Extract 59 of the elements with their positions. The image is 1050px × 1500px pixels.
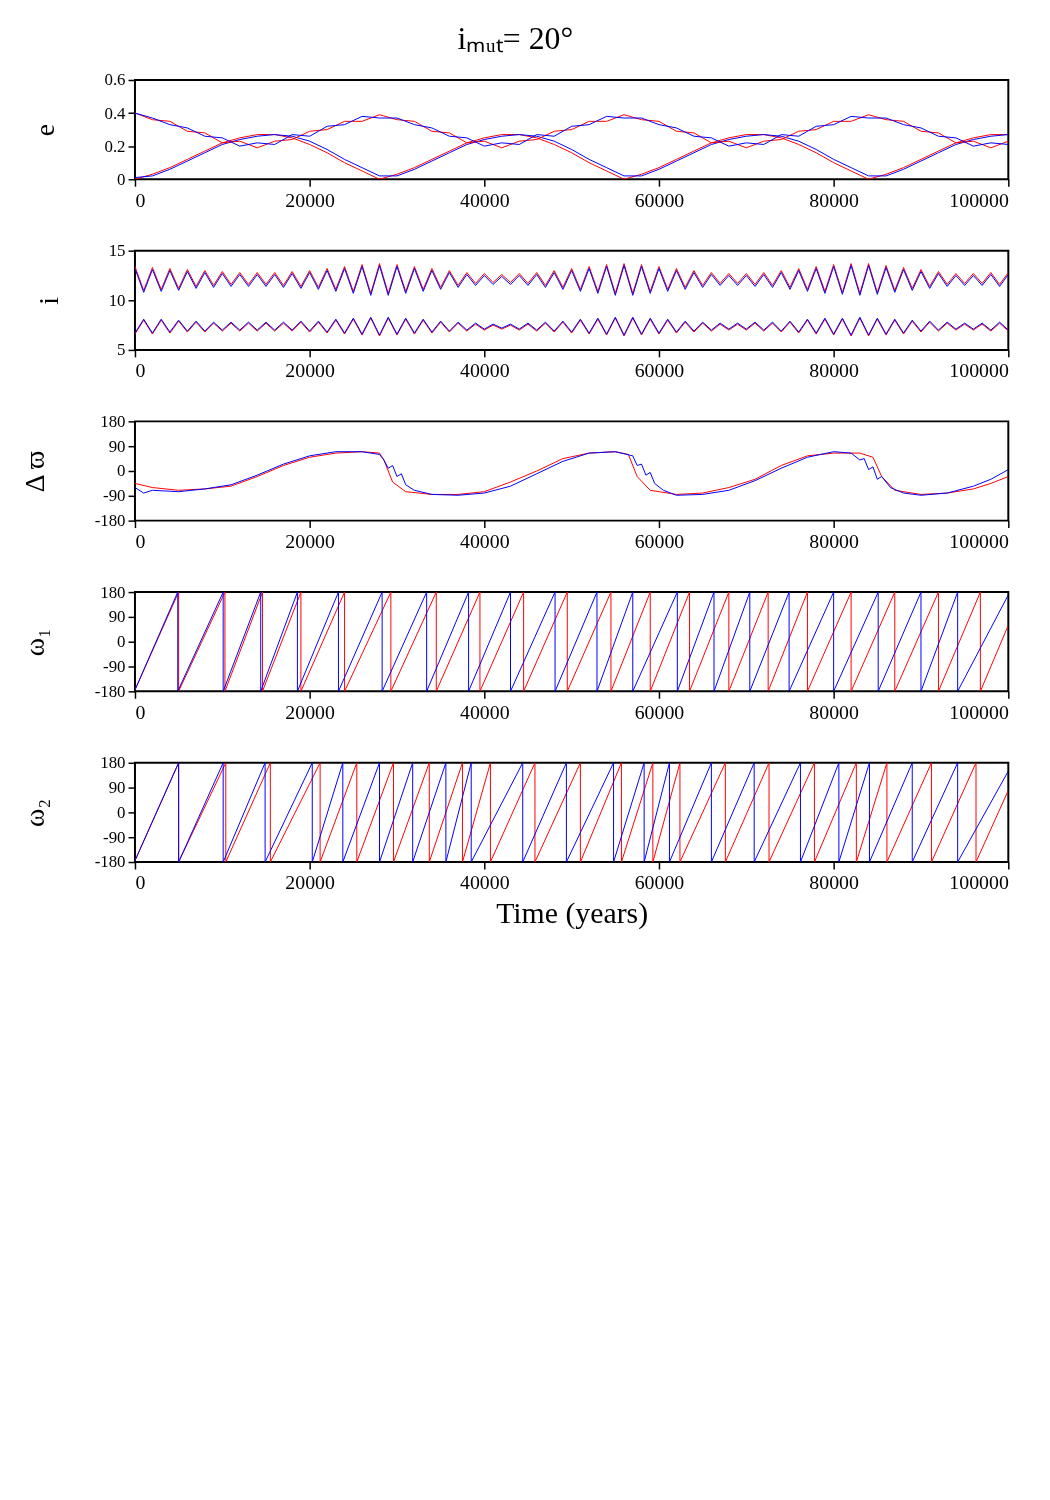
- x-tick-label: 80000: [809, 871, 860, 894]
- y-tick-label: 0: [117, 461, 126, 481]
- x-tick-label: 60000: [634, 700, 685, 723]
- y-axis-title: Δ ϖ: [19, 450, 50, 493]
- y-axis-title: e: [28, 123, 60, 137]
- y-tick-label: 10: [108, 290, 126, 310]
- y-tick-label: 90: [108, 607, 126, 627]
- x-tick-label: 0: [135, 871, 146, 894]
- y-axis-title: i: [33, 296, 65, 305]
- y-tick-label: 5: [117, 340, 126, 360]
- x-tick-label: 0: [135, 700, 146, 723]
- x-tick-label: 100000: [949, 359, 1009, 382]
- y-tick-label: 0: [117, 632, 126, 652]
- y-tick-label: 0.2: [104, 136, 126, 156]
- y-tick-label: -90: [103, 486, 126, 506]
- x-tick-label: 60000: [634, 871, 685, 894]
- y-tick-label: 180: [100, 753, 126, 773]
- x-axis-title: Time (years): [496, 896, 649, 931]
- x-tick-label: 60000: [634, 529, 685, 552]
- x-tick-label: 80000: [809, 188, 860, 211]
- x-tick-label: 20000: [285, 188, 335, 211]
- y-tick-label: 0: [117, 169, 126, 189]
- x-tick-label: 40000: [460, 188, 510, 211]
- y-tick-label: -180: [94, 681, 126, 701]
- x-tick-label: 20000: [285, 529, 335, 552]
- x-tick-label: 40000: [460, 359, 510, 382]
- x-tick-label: 20000: [285, 871, 335, 894]
- x-tick-label: 80000: [809, 359, 860, 382]
- x-tick-label: 100000: [949, 529, 1009, 552]
- x-tick-label: 60000: [634, 359, 685, 382]
- x-tick-label: 80000: [809, 529, 860, 552]
- y-tick-label: 15: [108, 241, 126, 261]
- x-tick-label: 60000: [634, 188, 685, 211]
- x-tick-label: 100000: [949, 871, 1009, 894]
- x-tick-label: 80000: [809, 700, 860, 723]
- x-tick-label: 40000: [460, 871, 510, 894]
- y-tick-label: 90: [108, 436, 126, 456]
- y-axis-title: ω₂: [19, 798, 50, 827]
- y-tick-label: 180: [100, 411, 126, 431]
- y-tick-label: -180: [94, 852, 126, 872]
- y-tick-label: -180: [94, 511, 126, 531]
- x-tick-label: 100000: [949, 188, 1009, 211]
- x-tick-label: 20000: [285, 359, 335, 382]
- x-tick-label: 100000: [949, 700, 1009, 723]
- y-tick-label: 0.6: [104, 70, 126, 90]
- y-tick-label: 0.4: [104, 103, 127, 123]
- x-tick-label: 20000: [285, 700, 335, 723]
- x-tick-label: 0: [135, 529, 146, 552]
- y-axis-title: ω₁: [19, 628, 50, 657]
- y-tick-label: 180: [100, 582, 126, 602]
- x-tick-label: 40000: [460, 700, 510, 723]
- y-tick-label: -90: [103, 656, 126, 676]
- x-tick-label: 40000: [460, 529, 510, 552]
- y-tick-label: 90: [108, 778, 126, 798]
- y-tick-label: -90: [103, 827, 126, 847]
- y-tick-label: 0: [117, 802, 126, 822]
- chart-title: iₘᵤₜ= 20°: [457, 21, 574, 57]
- x-tick-label: 0: [135, 359, 146, 382]
- x-tick-label: 0: [135, 188, 146, 211]
